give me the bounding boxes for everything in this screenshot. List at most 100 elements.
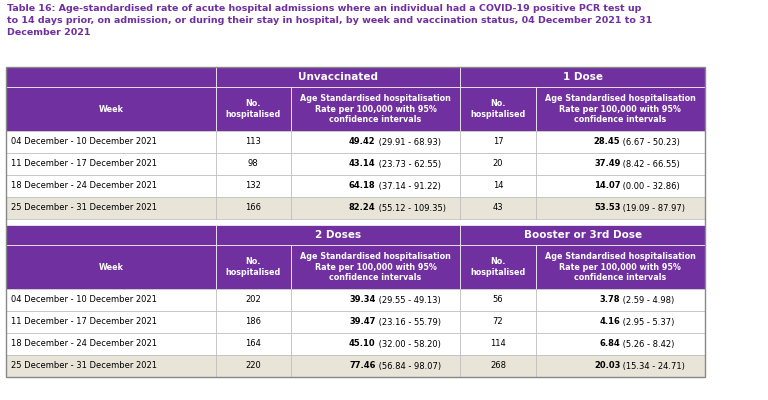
Text: 268: 268 bbox=[490, 362, 506, 370]
Text: (2.59 - 4.98): (2.59 - 4.98) bbox=[621, 296, 674, 304]
Text: Age Standardised hospitalisation
Rate per 100,000 with 95%
confidence intervals: Age Standardised hospitalisation Rate pe… bbox=[300, 252, 451, 282]
Text: Week: Week bbox=[98, 104, 124, 114]
Text: 04 December - 10 December 2021: 04 December - 10 December 2021 bbox=[11, 138, 157, 146]
Text: 37.49: 37.49 bbox=[594, 160, 621, 168]
Text: (15.34 - 24.71): (15.34 - 24.71) bbox=[621, 362, 685, 370]
Text: (0.00 - 32.86): (0.00 - 32.86) bbox=[621, 182, 680, 190]
Text: 18 December - 24 December 2021: 18 December - 24 December 2021 bbox=[11, 182, 157, 190]
Text: 14: 14 bbox=[493, 182, 503, 190]
Text: 202: 202 bbox=[245, 296, 261, 304]
Text: 4.16: 4.16 bbox=[600, 318, 621, 326]
Bar bbox=[216, 67, 461, 87]
Bar bbox=[291, 87, 461, 131]
Bar bbox=[461, 175, 535, 197]
Bar bbox=[291, 153, 461, 175]
Bar bbox=[535, 153, 705, 175]
Text: 164: 164 bbox=[245, 340, 261, 348]
Text: 39.47: 39.47 bbox=[349, 318, 376, 326]
Bar bbox=[291, 333, 461, 355]
Bar bbox=[291, 197, 461, 219]
Text: Booster or 3rd Dose: Booster or 3rd Dose bbox=[524, 230, 642, 240]
Bar bbox=[535, 311, 705, 333]
Bar bbox=[461, 311, 535, 333]
Text: 11 December - 17 December 2021: 11 December - 17 December 2021 bbox=[11, 160, 157, 168]
Text: 25 December - 31 December 2021: 25 December - 31 December 2021 bbox=[11, 204, 157, 212]
Bar bbox=[216, 197, 291, 219]
Text: (19.09 - 87.97): (19.09 - 87.97) bbox=[621, 204, 685, 212]
Bar bbox=[216, 311, 291, 333]
Bar bbox=[6, 225, 216, 245]
Text: No.
hospitalised: No. hospitalised bbox=[470, 99, 525, 119]
Bar bbox=[461, 197, 535, 219]
Bar bbox=[291, 131, 461, 153]
Bar bbox=[461, 355, 535, 377]
Text: No.
hospitalised: No. hospitalised bbox=[226, 99, 281, 119]
Text: 64.18: 64.18 bbox=[349, 182, 376, 190]
Bar bbox=[291, 245, 461, 289]
Text: Week: Week bbox=[98, 262, 124, 272]
Text: (37.14 - 91.22): (37.14 - 91.22) bbox=[376, 182, 441, 190]
Text: 49.42: 49.42 bbox=[349, 138, 376, 146]
Bar bbox=[6, 67, 705, 377]
Text: No.
hospitalised: No. hospitalised bbox=[470, 257, 525, 277]
Text: 220: 220 bbox=[245, 362, 261, 370]
Text: 6.84: 6.84 bbox=[600, 340, 621, 348]
Text: (55.12 - 109.35): (55.12 - 109.35) bbox=[376, 204, 445, 212]
Text: 77.46: 77.46 bbox=[349, 362, 376, 370]
Bar bbox=[535, 175, 705, 197]
Bar bbox=[216, 87, 291, 131]
Text: 166: 166 bbox=[245, 204, 261, 212]
Bar bbox=[6, 355, 216, 377]
Bar bbox=[6, 197, 216, 219]
Bar bbox=[216, 333, 291, 355]
Text: (29.91 - 68.93): (29.91 - 68.93) bbox=[376, 138, 441, 146]
Bar bbox=[216, 153, 291, 175]
Bar bbox=[216, 245, 291, 289]
Text: Table 16: Age-standardised rate of acute hospital admissions where an individual: Table 16: Age-standardised rate of acute… bbox=[8, 4, 653, 37]
Text: 43.14: 43.14 bbox=[349, 160, 376, 168]
Text: 25 December - 31 December 2021: 25 December - 31 December 2021 bbox=[11, 362, 157, 370]
Text: 18 December - 24 December 2021: 18 December - 24 December 2021 bbox=[11, 340, 157, 348]
Bar bbox=[216, 131, 291, 153]
Bar bbox=[535, 355, 705, 377]
Bar bbox=[216, 175, 291, 197]
Text: 14.07: 14.07 bbox=[594, 182, 621, 190]
Text: (5.26 - 8.42): (5.26 - 8.42) bbox=[621, 340, 675, 348]
Text: Age Standardised hospitalisation
Rate per 100,000 with 95%
confidence intervals: Age Standardised hospitalisation Rate pe… bbox=[545, 94, 696, 124]
Text: 53.53: 53.53 bbox=[594, 204, 621, 212]
Bar bbox=[6, 87, 216, 131]
Bar bbox=[535, 197, 705, 219]
Bar bbox=[461, 289, 535, 311]
Bar bbox=[535, 245, 705, 289]
Text: 113: 113 bbox=[245, 138, 261, 146]
Text: 45.10: 45.10 bbox=[349, 340, 376, 348]
Text: 28.45: 28.45 bbox=[594, 138, 621, 146]
Bar bbox=[6, 333, 216, 355]
Text: (56.84 - 98.07): (56.84 - 98.07) bbox=[376, 362, 441, 370]
Bar bbox=[535, 87, 705, 131]
Text: No.
hospitalised: No. hospitalised bbox=[226, 257, 281, 277]
Bar bbox=[461, 333, 535, 355]
Text: 04 December - 10 December 2021: 04 December - 10 December 2021 bbox=[11, 296, 157, 304]
Bar bbox=[291, 355, 461, 377]
Bar bbox=[6, 153, 216, 175]
Text: (29.55 - 49.13): (29.55 - 49.13) bbox=[376, 296, 440, 304]
Text: (8.42 - 66.55): (8.42 - 66.55) bbox=[621, 160, 680, 168]
Text: 20.03: 20.03 bbox=[594, 362, 621, 370]
Text: 43: 43 bbox=[493, 204, 503, 212]
Bar bbox=[291, 311, 461, 333]
Bar bbox=[216, 225, 461, 245]
Bar bbox=[461, 131, 535, 153]
Text: (23.73 - 62.55): (23.73 - 62.55) bbox=[376, 160, 441, 168]
Text: 11 December - 17 December 2021: 11 December - 17 December 2021 bbox=[11, 318, 157, 326]
Text: 1 Dose: 1 Dose bbox=[563, 72, 603, 82]
Bar bbox=[535, 131, 705, 153]
Bar bbox=[461, 153, 535, 175]
Text: 17: 17 bbox=[493, 138, 503, 146]
Bar bbox=[216, 289, 291, 311]
Text: Age Standardised hospitalisation
Rate per 100,000 with 95%
confidence intervals: Age Standardised hospitalisation Rate pe… bbox=[300, 94, 451, 124]
Bar bbox=[216, 355, 291, 377]
Text: 3.78: 3.78 bbox=[600, 296, 621, 304]
Text: 72: 72 bbox=[493, 318, 503, 326]
Text: (2.95 - 5.37): (2.95 - 5.37) bbox=[621, 318, 675, 326]
